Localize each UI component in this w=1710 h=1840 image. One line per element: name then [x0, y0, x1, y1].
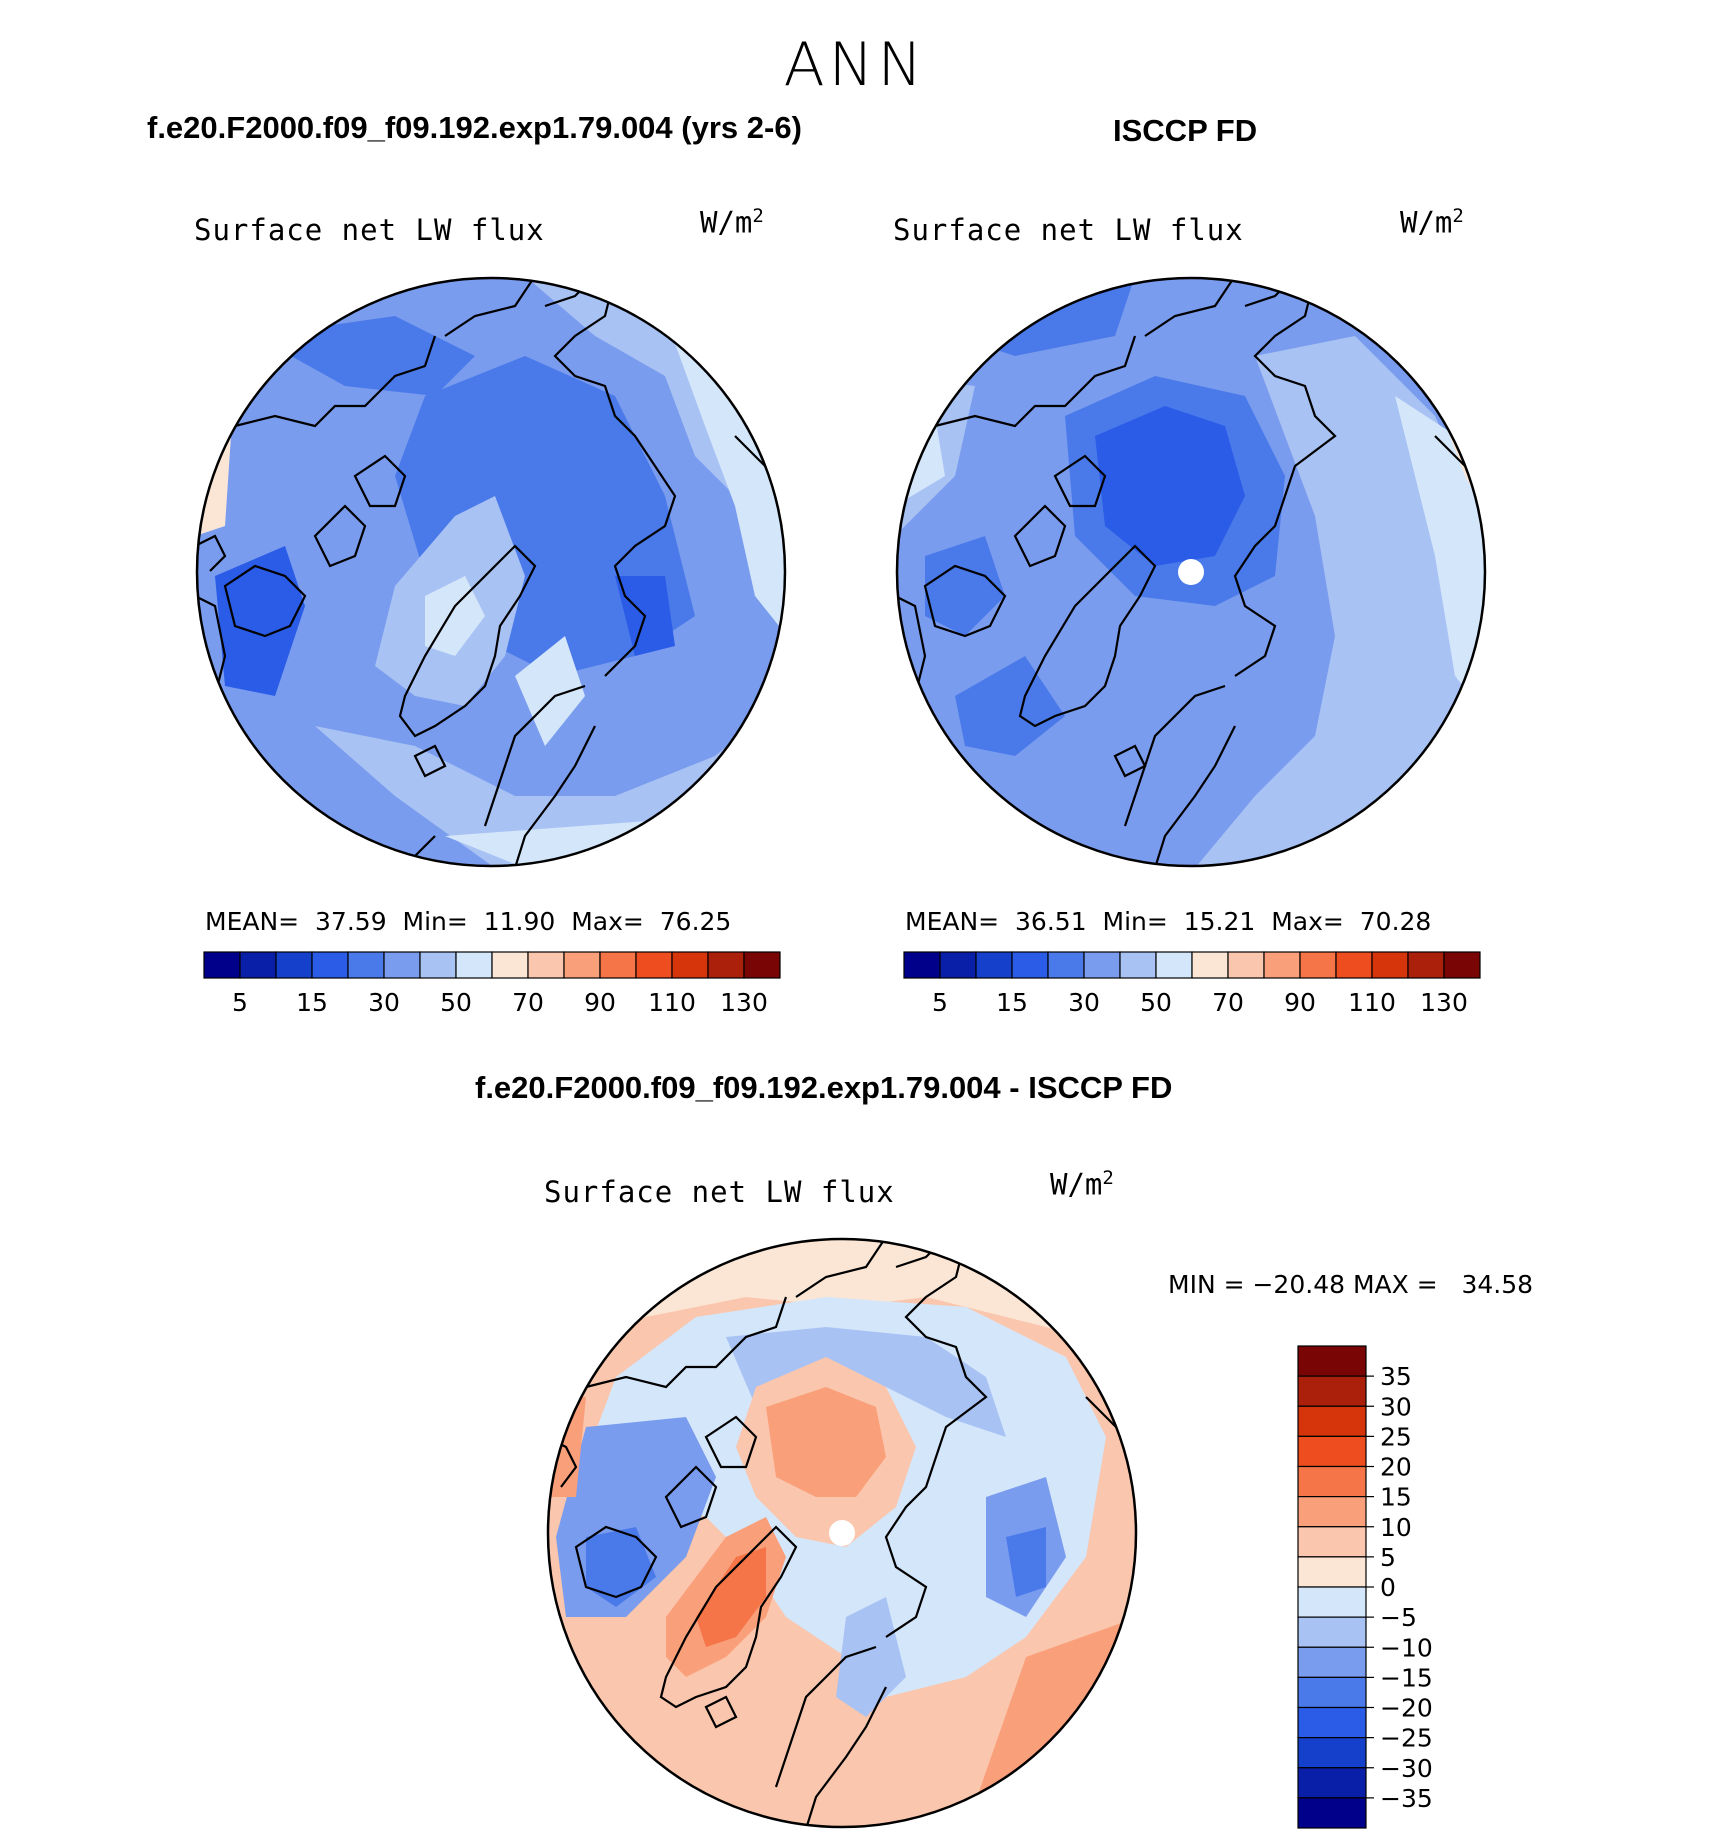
panel-1-colorbar-tick-label: 5 [232, 988, 248, 1017]
panel-2-title: ISCCP FD [1113, 113, 1258, 148]
panel-1-colorbar-swatch [203, 951, 241, 979]
panel-3-colorbar-swatch [1297, 1526, 1367, 1558]
panel-3-colorbar-swatch [1297, 1465, 1367, 1498]
panel-3-map [546, 1237, 1138, 1829]
panel-3-colorbar-tick-label: −25 [1380, 1724, 1433, 1753]
panel-1-title: f.e20.F2000.f09_f09.192.exp1.79.004 (yrs… [147, 110, 802, 145]
panel-3-colorbar-swatch [1297, 1797, 1367, 1829]
panel-3-stats: MIN = −20.48 MAX = 34.58 [1168, 1270, 1534, 1299]
panel-1-colorbar-swatch [599, 951, 637, 979]
panel-2-colorbar-tick-label: 90 [1284, 988, 1316, 1017]
panel-1-colorbar-swatch [383, 951, 421, 979]
panel-1-colorbar-swatch [671, 951, 709, 979]
diff-title: f.e20.F2000.f09_f09.192.exp1.79.004 - IS… [475, 1070, 1173, 1105]
panel-2-colorbar-tick-label: 15 [996, 988, 1028, 1017]
panel-1-colorbar-swatch [635, 951, 673, 979]
panel-3-colorbar-tick-label: 30 [1380, 1392, 1412, 1421]
panel-2-variable-label: Surface net LW flux [893, 213, 1244, 247]
panel-2-colorbar-swatch [1119, 951, 1157, 979]
panel-1-colorbar-swatch [707, 951, 745, 979]
panel-2-colorbar-tick-label: 5 [932, 988, 948, 1017]
panel-3-colorbar-swatch [1297, 1405, 1367, 1437]
panel-1-colorbar-tick-label: 50 [440, 988, 472, 1017]
panel-1-colorbar-tick-label: 90 [584, 988, 616, 1017]
panel-3-colorbar-tick-label: −5 [1380, 1603, 1417, 1632]
panel-3-units: W/m2 [1050, 1167, 1114, 1202]
panel-2-colorbar-swatch [1011, 951, 1049, 979]
panel-3-colorbar-swatch [1297, 1646, 1367, 1678]
panel-3-colorbar-tick-label: −30 [1380, 1754, 1433, 1783]
panel-1-variable-label: Surface net LW flux [194, 213, 545, 247]
panel-2-colorbar-tick-label: 50 [1140, 988, 1172, 1017]
panel-1-stats: MEAN= 37.59 Min= 11.90 Max= 76.25 [205, 907, 732, 936]
panel-2-colorbar-swatch [1335, 951, 1373, 979]
panel-2-colorbar-tick-label: 70 [1212, 988, 1244, 1017]
panel-3-colorbar-swatch [1297, 1345, 1367, 1377]
panel-1-colorbar-tick-label: 130 [720, 988, 768, 1017]
panel-2-map [895, 276, 1487, 868]
panel-2-colorbar-swatch [1299, 951, 1337, 979]
panel-1-colorbar-swatch [347, 951, 385, 979]
panel-3-colorbar-swatch [1297, 1435, 1367, 1468]
panel-2-colorbar-swatch [939, 951, 977, 979]
panel-3-colorbar-swatch [1297, 1737, 1367, 1769]
panel-3-colorbar-tick-label: 35 [1380, 1362, 1412, 1391]
panel-2-colorbar-tick-label: 30 [1068, 988, 1100, 1017]
panel-3-colorbar-swatch [1297, 1676, 1367, 1709]
panel-1-map [195, 276, 787, 868]
panel-1-colorbar-tick-label: 30 [368, 988, 400, 1017]
panel-3-colorbar-swatch [1297, 1496, 1367, 1528]
panel-3-colorbar-swatch [1297, 1556, 1367, 1588]
panel-3-colorbar-tick-label: −10 [1380, 1633, 1433, 1662]
panel-1-colorbar-swatch [239, 951, 277, 979]
panel-2-stats: MEAN= 36.51 Min= 15.21 Max= 70.28 [905, 907, 1432, 936]
panel-2-units: W/m2 [1400, 205, 1464, 240]
panel-2-colorbar-tick-label: 110 [1348, 988, 1396, 1017]
panel-2-colorbar-swatch [1155, 951, 1193, 979]
panel-2-colorbar-swatch [1191, 951, 1229, 979]
panel-1-colorbar-swatch [419, 951, 457, 979]
panel-3-colorbar-tick-label: 10 [1380, 1513, 1412, 1542]
panel-3-colorbar-tick-label: 5 [1380, 1543, 1396, 1572]
panel-2-colorbar-swatch [1083, 951, 1121, 979]
panel-3-colorbar-tick-label: 15 [1380, 1483, 1412, 1512]
panel-2-colorbar-swatch [1407, 951, 1445, 979]
panel-3-colorbar-swatch [1297, 1375, 1367, 1407]
panel-1-colorbar-swatch [563, 951, 601, 979]
panel-3-colorbar-swatch [1297, 1706, 1367, 1739]
panel-1-colorbar-swatch [527, 951, 565, 979]
panel-1-colorbar-tick-label: 70 [512, 988, 544, 1017]
panel-1-colorbar-swatch [455, 951, 493, 979]
panel-3-colorbar-tick-label: −20 [1380, 1694, 1433, 1723]
panel-3-variable-label: Surface net LW flux [544, 1175, 895, 1209]
panel-1-colorbar-swatch [275, 951, 313, 979]
panel-2-colorbar-swatch [975, 951, 1013, 979]
panel-2-colorbar-swatch [1047, 951, 1085, 979]
panel-3-colorbar-tick-label: −35 [1380, 1784, 1433, 1813]
panel-1-colorbar-swatch [743, 951, 781, 979]
panel-2-colorbar-swatch [903, 951, 941, 979]
panel-1-colorbar: 5 15 30 50 70 90 110 130 [203, 951, 781, 1017]
panel-1-colorbar-swatch [311, 951, 349, 979]
panel-2-colorbar-swatch [1443, 951, 1481, 979]
panel-1-colorbar-swatch [491, 951, 529, 979]
panel-1-colorbar-tick-label: 15 [296, 988, 328, 1017]
panel-2-colorbar-swatch [1371, 951, 1409, 979]
panel-3-colorbar-tick-label: −15 [1380, 1663, 1433, 1692]
panel-3-colorbar-tick-label: 0 [1380, 1573, 1396, 1602]
panel-1-units: W/m2 [700, 205, 764, 240]
panel-2-colorbar-tick-label: 130 [1420, 988, 1468, 1017]
panel-1-colorbar-tick-label: 110 [648, 988, 696, 1017]
panel-2-colorbar: 5 15 30 50 70 90 110 130 [903, 951, 1481, 1017]
panel-3-colorbar-swatch [1297, 1616, 1367, 1648]
panel-3-colorbar-tick-label: 25 [1380, 1422, 1412, 1451]
panel-3-colorbar-swatch [1297, 1767, 1367, 1799]
panel-3-colorbar-tick-label: 20 [1380, 1453, 1412, 1482]
panel-2-colorbar-swatch [1227, 951, 1265, 979]
panel-3-colorbar-swatch [1297, 1586, 1367, 1618]
season-title: ANN [783, 30, 927, 100]
panel-2-colorbar-swatch [1263, 951, 1301, 979]
